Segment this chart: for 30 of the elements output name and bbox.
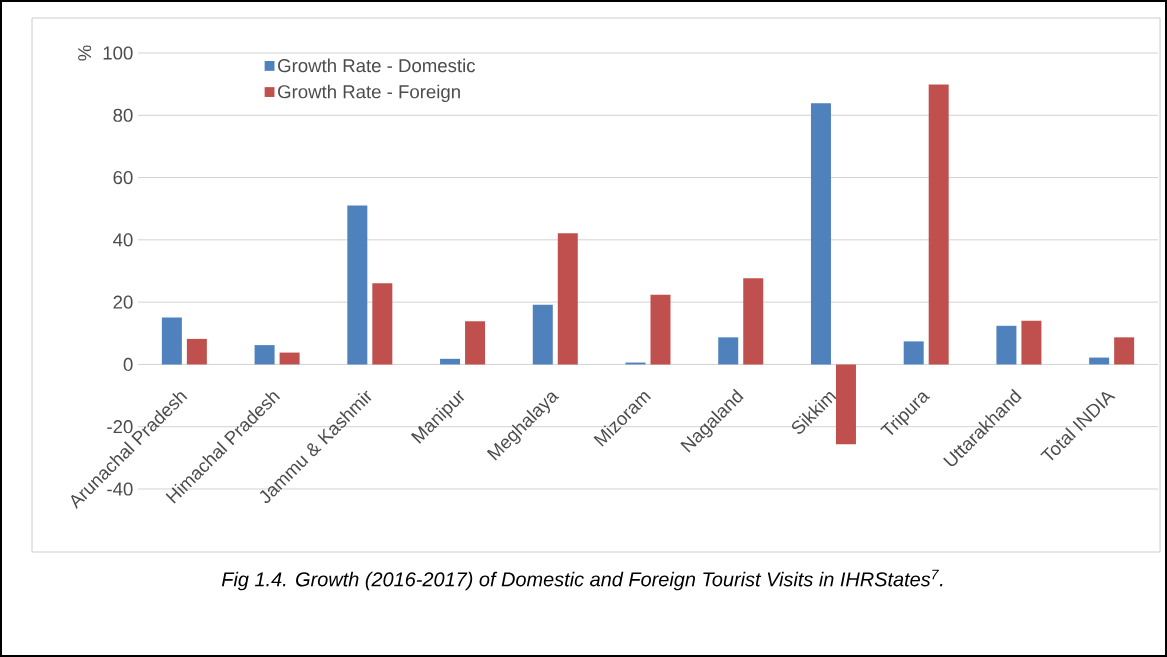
bar: [928, 84, 949, 365]
bar: [996, 325, 1017, 365]
bar: [557, 233, 578, 365]
bar: [161, 317, 182, 365]
y-tick-label: 40: [113, 233, 133, 247]
chart-title: Fig 1.4. Growth (2016-2017) of Domestic and Foreign Tourist Visits in IHRStates$^{7}$.: [221, 569, 943, 591]
bar: [347, 205, 368, 365]
y-axis-title: %: [78, 45, 92, 61]
bar: [254, 345, 275, 365]
bar: [1114, 337, 1135, 365]
bar: [650, 294, 671, 365]
bar: [186, 338, 207, 365]
bar: [279, 352, 300, 365]
legend-label: Growth Rate - Foreign: [278, 84, 460, 103]
bar: [835, 364, 856, 445]
y-tick-label: 100: [103, 46, 133, 60]
bar: [810, 103, 831, 365]
y-tick-label: 60: [113, 170, 133, 185]
y-tick-label: 80: [113, 108, 133, 122]
bar: [743, 278, 764, 365]
y-tick-label: -20: [107, 420, 133, 434]
bar: [1021, 320, 1042, 365]
y-tick-label: 20: [113, 295, 133, 309]
bar: [465, 321, 486, 365]
y-tick-label: 0: [123, 357, 133, 372]
bar: [903, 341, 924, 365]
bar: [532, 304, 553, 365]
bar: [372, 283, 393, 365]
bar: [718, 337, 739, 365]
legend-label: Growth Rate - Domestic: [278, 58, 476, 73]
